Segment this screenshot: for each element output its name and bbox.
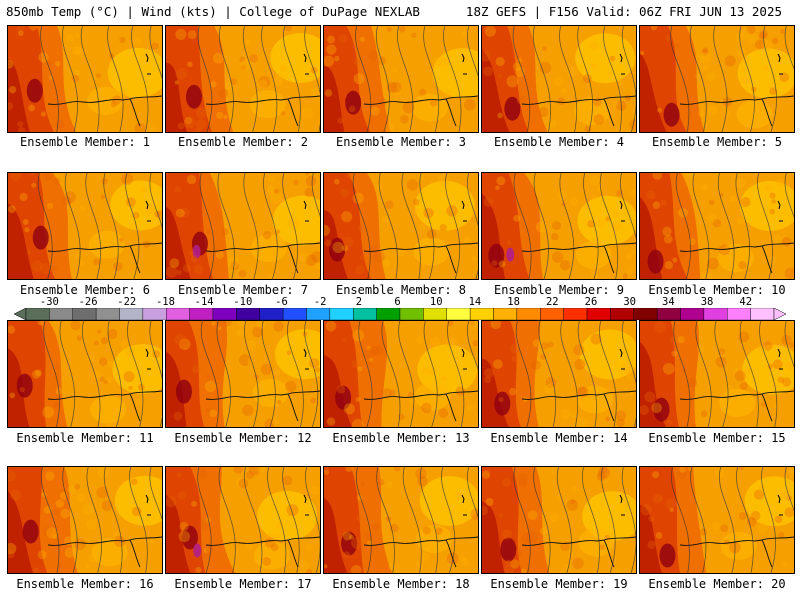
colorbar-swatch [236, 308, 260, 320]
ensemble-member-caption: Ensemble Member: 17 [174, 577, 312, 591]
colorbar-swatch [25, 308, 50, 320]
colorbar-tick-label: 34 [662, 296, 675, 308]
ensemble-member-caption: Ensemble Member: 6 [19, 283, 151, 297]
ensemble-member-caption: Ensemble Member: 15 [648, 431, 786, 445]
ensemble-member-map [481, 466, 637, 574]
colorbar-tick-label: 2 [355, 296, 363, 308]
colorbar-swatch [586, 308, 611, 320]
colorbar-swatch [469, 308, 494, 320]
ensemble-member-map [639, 172, 795, 280]
colorbar-tick-label: 18 [507, 296, 520, 308]
colorbar-tick-label: -10 [233, 296, 253, 308]
model-run-info: 18Z GEFS | F156 Valid: 06Z FRI JUN 13 20… [465, 4, 782, 19]
colorbar-min-arrow [14, 308, 27, 320]
colorbar-tick-label: 26 [584, 296, 598, 308]
colorbar-swatch [610, 308, 634, 320]
colorbar-tick-label: 14 [468, 296, 482, 308]
colorbar-swatch [563, 308, 588, 320]
colorbar-swatch [703, 308, 728, 320]
ensemble-member-caption: Ensemble Member: 9 [493, 283, 625, 297]
colorbar-tick-label: 6 [394, 296, 401, 308]
ensemble-member-map [165, 25, 321, 133]
ensemble-member-caption: Ensemble Member: 12 [174, 431, 312, 445]
colorbar-swatch [95, 308, 120, 320]
ensemble-member-caption: Ensemble Member: 4 [493, 135, 625, 149]
colorbar-tick-label: 22 [545, 296, 559, 308]
ensemble-member-caption: Ensemble Member: 11 [16, 431, 154, 445]
colorbar-tick-label: -2 [313, 296, 327, 308]
colorbar-swatch [329, 308, 354, 320]
colorbar-tick-label: 10 [429, 296, 443, 308]
colorbar-tick-label: -22 [117, 296, 137, 308]
ensemble-member-map [323, 172, 479, 280]
ensemble-member-map [165, 320, 321, 428]
colorbar-swatch [446, 308, 471, 320]
colorbar-tick-label: 42 [739, 296, 753, 308]
colorbar-swatch [166, 308, 190, 320]
ensemble-member-caption: Ensemble Member: 18 [332, 577, 470, 591]
colorbar-swatch [306, 308, 331, 320]
ensemble-member-map [7, 320, 163, 428]
colorbar-max-arrow [773, 308, 786, 320]
colorbar-swatch [72, 308, 97, 320]
colorbar-swatch [142, 308, 167, 320]
colorbar-tick-label: 30 [623, 296, 636, 308]
ensemble-member-map [481, 172, 637, 280]
colorbar-swatch [376, 308, 401, 320]
ensemble-member-caption: Ensemble Member: 13 [332, 431, 470, 445]
ensemble-member-caption: Ensemble Member: 5 [651, 135, 783, 149]
colorbar-swatch [540, 308, 564, 320]
ensemble-member-caption: Ensemble Member: 10 [648, 283, 786, 297]
ensemble-member-map [639, 466, 795, 574]
ensemble-member-caption: Ensemble Member: 7 [177, 283, 309, 297]
ensemble-member-map [7, 25, 163, 133]
ensemble-member-caption: Ensemble Member: 19 [490, 577, 628, 591]
colorbar-tick-label: -14 [194, 296, 214, 308]
ensemble-member-map [481, 320, 637, 428]
colorbar-swatch [727, 308, 751, 320]
ensemble-member-map [165, 466, 321, 574]
colorbar-swatch [212, 308, 237, 320]
map-title: 850mb Temp (°C) | Wind (kts) | College o… [6, 4, 420, 19]
colorbar-tick-label: -18 [155, 296, 175, 308]
ensemble-member-map [323, 25, 479, 133]
colorbar-swatch [189, 308, 214, 320]
colorbar-tick-label: -6 [275, 296, 288, 308]
ensemble-member-caption: Ensemble Member: 20 [648, 577, 786, 591]
colorbar-swatch [680, 308, 705, 320]
colorbar-swatch [49, 308, 73, 320]
ensemble-member-caption: Ensemble Member: 14 [490, 431, 628, 445]
ensemble-member-map [165, 172, 321, 280]
colorbar-swatch [423, 308, 447, 320]
colorbar-swatch [119, 308, 144, 320]
colorbar-swatch [259, 308, 284, 320]
colorbar-tick-label: -30 [39, 296, 59, 308]
ensemble-member-map [323, 466, 479, 574]
ensemble-member-map [7, 466, 163, 574]
ensemble-member-map [323, 320, 479, 428]
ensemble-member-caption: Ensemble Member: 2 [177, 135, 309, 149]
colorbar-swatch [516, 308, 541, 320]
ensemble-member-caption: Ensemble Member: 3 [335, 135, 467, 149]
ensemble-member-map [639, 25, 795, 133]
colorbar-swatch [656, 308, 681, 320]
ensemble-member-caption: Ensemble Member: 1 [19, 135, 151, 149]
colorbar-swatch [353, 308, 377, 320]
ensemble-member-map [481, 25, 637, 133]
ensemble-member-map [639, 320, 795, 428]
colorbar-tick-label: -26 [78, 296, 98, 308]
colorbar-swatch [750, 308, 775, 320]
colorbar-swatch [633, 308, 658, 320]
colorbar-swatch [493, 308, 518, 320]
temperature-colorbar [14, 308, 786, 320]
ensemble-member-caption: Ensemble Member: 16 [16, 577, 154, 591]
colorbar-tick-label: 38 [700, 296, 714, 308]
colorbar-swatch [399, 308, 424, 320]
colorbar-swatch [282, 308, 307, 320]
ensemble-member-map [7, 172, 163, 280]
ensemble-member-caption: Ensemble Member: 8 [335, 283, 467, 297]
